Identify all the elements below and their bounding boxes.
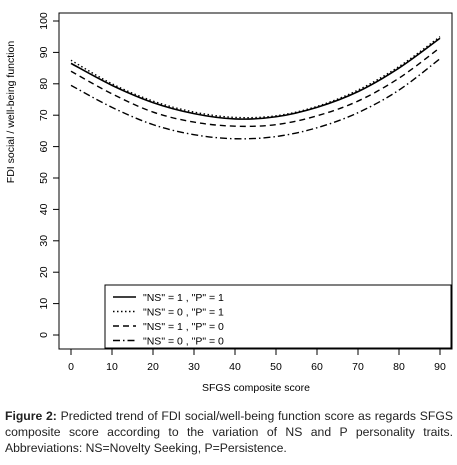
legend-box bbox=[104, 284, 452, 349]
x-tick-label: 40 bbox=[229, 361, 241, 373]
x-axis: 0 10 20 30 40 50 60 70 80 90 bbox=[68, 348, 446, 373]
x-tick-label: 60 bbox=[311, 361, 323, 373]
legend-label-2: "NS" = 0 , "P" = 1 bbox=[143, 307, 224, 319]
x-tick-label: 30 bbox=[188, 361, 200, 373]
figure-caption: Figure 2: Predicted trend of FDI social/… bbox=[5, 408, 453, 456]
legend-label-4: "NS" = 0 , "P" = 0 bbox=[143, 336, 224, 348]
x-tick-label: 20 bbox=[147, 361, 159, 373]
series-line-3 bbox=[70, 47, 441, 128]
y-tick-label: 20 bbox=[38, 266, 50, 278]
x-tick-label: 90 bbox=[434, 361, 446, 373]
chart-figure: 0 10 20 30 40 50 60 70 80 90 0 10 20 30 40 50 60 70 80 90 1… bbox=[5, 12, 453, 455]
legend: "NS" = 1 , "P" = 1 "NS" = 0 , "P" = 1 "NS"… bbox=[104, 284, 452, 349]
y-axis: 0 10 20 30 40 50 60 70 80 90 100 bbox=[38, 12, 60, 338]
y-tick-label: 30 bbox=[38, 235, 50, 247]
y-tick-label: 70 bbox=[38, 109, 50, 121]
y-tick-label: 80 bbox=[38, 78, 50, 90]
legend-label-3: "NS" = 1 , "P" = 0 bbox=[143, 321, 224, 333]
y-tick-label: 10 bbox=[38, 298, 50, 310]
y-axis-title: FDI social / well-being function bbox=[5, 41, 17, 184]
series-line-1 bbox=[70, 37, 441, 120]
y-tick-label: 100 bbox=[38, 12, 50, 30]
line-chart: 0 10 20 30 40 50 60 70 80 90 0 10 20 30 40 50 60 70 80 90 1… bbox=[5, 12, 453, 394]
y-tick-label: 50 bbox=[38, 172, 50, 184]
caption-label: Figure 2: bbox=[5, 409, 57, 423]
x-tick-label: 80 bbox=[393, 361, 405, 373]
y-tick-label: 90 bbox=[38, 46, 50, 58]
caption-text: Predicted trend of FDI social/well-being… bbox=[5, 409, 453, 455]
series-line-4 bbox=[70, 58, 441, 140]
series-line-2 bbox=[70, 36, 441, 119]
x-tick-label: 0 bbox=[68, 361, 74, 373]
x-tick-label: 70 bbox=[352, 361, 364, 373]
series-lines bbox=[70, 36, 441, 140]
x-tick-label: 50 bbox=[270, 361, 282, 373]
y-tick-label: 0 bbox=[38, 332, 50, 338]
x-tick-label: 10 bbox=[106, 361, 118, 373]
y-tick-label: 40 bbox=[38, 203, 50, 215]
x-axis-title: SFGS composite score bbox=[202, 382, 310, 394]
y-tick-label: 60 bbox=[38, 141, 50, 153]
legend-label-1: "NS" = 1 , "P" = 1 bbox=[143, 292, 224, 304]
